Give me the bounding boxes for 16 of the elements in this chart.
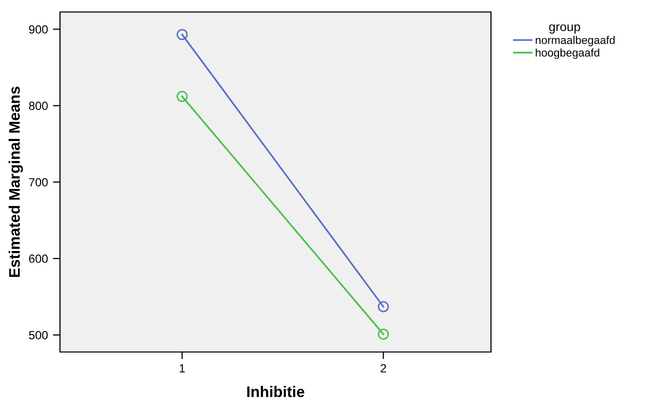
x-axis-title: Inhibitie: [247, 386, 304, 398]
y-tick-label: 600: [29, 254, 48, 263]
y-tick-label: 700: [29, 178, 48, 186]
y-axis-title: Estimated Marginal Means: [8, 86, 23, 277]
legend-label: normaalbegaafd: [536, 36, 615, 46]
legend-label: hoogbegaafd: [536, 48, 600, 59]
y-tick-label: 500: [28, 330, 48, 340]
x-tick-label: 2: [380, 364, 386, 372]
legend-title: group: [549, 24, 580, 34]
point: [176, 28, 188, 40]
y-tick-label: 900: [29, 25, 48, 34]
point: [176, 90, 188, 102]
point: [378, 328, 389, 340]
x-tick-label: 1: [180, 364, 185, 372]
y-tick-label: 800: [29, 102, 48, 110]
point: [378, 301, 389, 312]
